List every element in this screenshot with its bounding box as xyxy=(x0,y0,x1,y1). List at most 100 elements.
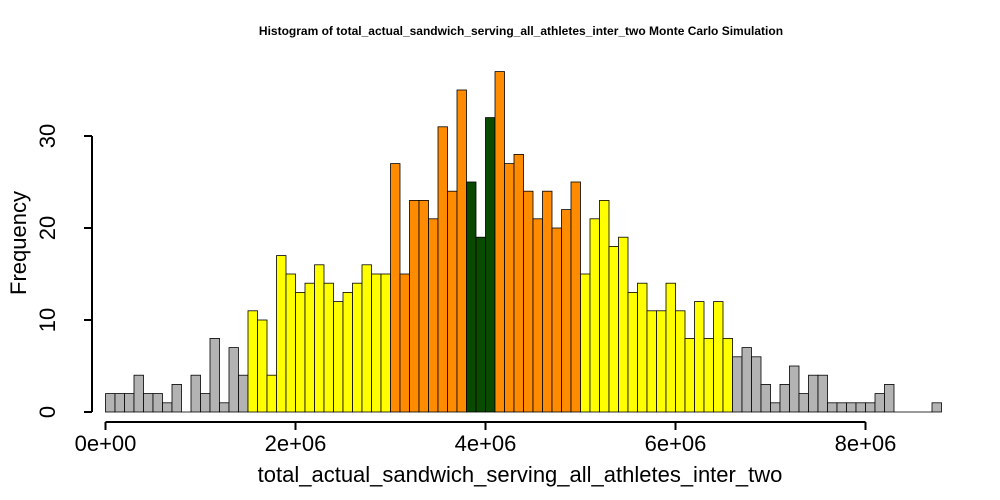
histogram-bar-58 xyxy=(656,310,667,413)
histogram-bar-48 xyxy=(561,209,572,413)
histogram-bar-73 xyxy=(798,393,809,413)
histogram-bar-0 xyxy=(105,393,116,413)
histogram-bar-16 xyxy=(257,319,268,413)
histogram-bar-63 xyxy=(703,337,714,413)
histogram-bar-38 xyxy=(466,181,477,413)
histogram-bar-57 xyxy=(646,310,657,413)
histogram-bar-15 xyxy=(247,310,258,413)
histogram-bar-82 xyxy=(884,383,895,413)
histogram-bar-32 xyxy=(409,199,420,413)
histogram-bar-14 xyxy=(238,374,249,413)
histogram-bar-29 xyxy=(380,273,391,413)
histogram-bar-25 xyxy=(342,291,353,413)
histogram-bar-6 xyxy=(162,402,173,413)
histogram-bar-18 xyxy=(276,255,287,413)
histogram-bar-79 xyxy=(855,402,866,413)
histogram-bar-17 xyxy=(266,374,277,413)
histogram-bar-81 xyxy=(874,393,885,413)
histogram-bar-74 xyxy=(808,374,819,413)
y-tick-label-1: 10 xyxy=(35,308,60,332)
histogram-bar-26 xyxy=(352,282,363,413)
histogram-bar-36 xyxy=(447,190,458,413)
histogram-bar-54 xyxy=(618,236,629,413)
histogram-bar-31 xyxy=(399,273,410,413)
histogram-bar-62 xyxy=(694,301,705,413)
y-tick-label-2: 20 xyxy=(35,216,60,240)
histogram-bar-23 xyxy=(323,282,334,413)
histogram-bar-72 xyxy=(789,365,800,413)
histogram-bar-51 xyxy=(589,218,600,413)
histogram-bar-87 xyxy=(931,402,942,413)
histogram-bar-78 xyxy=(846,402,857,413)
x-tick-label-1: 2e+06 xyxy=(265,431,327,456)
histogram-bar-43 xyxy=(513,153,524,413)
histogram-bar-41 xyxy=(494,71,505,413)
histogram-bar-76 xyxy=(827,402,838,413)
histogram-bar-55 xyxy=(627,291,638,413)
histogram-bar-27 xyxy=(361,264,372,413)
histogram-bar-56 xyxy=(637,282,648,413)
histogram-bar-69 xyxy=(760,383,771,413)
histogram-bar-9 xyxy=(190,374,201,413)
bars-group xyxy=(105,71,942,413)
y-tick-label-0: 0 xyxy=(35,406,60,418)
histogram-bar-4 xyxy=(143,393,154,413)
histogram-bar-71 xyxy=(779,383,790,413)
x-ticks-group: 0e+00 2e+06 4e+06 6e+06 8e+06 xyxy=(75,422,897,456)
histogram-bar-52 xyxy=(599,199,610,413)
histogram-bar-28 xyxy=(371,273,382,413)
histogram-bar-65 xyxy=(722,337,733,413)
histogram-bar-7 xyxy=(171,383,182,413)
histogram-bar-70 xyxy=(770,402,781,413)
histogram-bar-24 xyxy=(333,301,344,413)
histogram-bar-20 xyxy=(295,291,306,413)
x-tick-label-0: 0e+00 xyxy=(75,431,137,456)
histogram-bar-10 xyxy=(200,393,211,413)
histogram-bar-11 xyxy=(209,337,220,413)
histogram-bar-37 xyxy=(456,89,467,413)
histogram-bar-59 xyxy=(665,282,676,413)
x-tick-label-4: 8e+06 xyxy=(835,431,897,456)
histogram-bar-46 xyxy=(542,190,553,413)
histogram-bar-34 xyxy=(428,218,439,413)
histogram-bar-30 xyxy=(390,163,401,413)
histogram-bar-60 xyxy=(675,310,686,413)
histogram-bar-49 xyxy=(570,181,581,413)
histogram-bar-5 xyxy=(152,393,163,413)
histogram-bar-35 xyxy=(437,126,448,413)
histogram-bar-77 xyxy=(836,402,847,413)
y-ticks-group: 0 10 20 30 xyxy=(35,124,92,418)
histogram-bar-66 xyxy=(732,356,743,413)
histogram-bar-44 xyxy=(523,190,534,413)
chart-title: Histogram of total_actual_sandwich_servi… xyxy=(259,24,783,38)
x-tick-label-2: 4e+06 xyxy=(455,431,517,456)
histogram-bar-53 xyxy=(608,245,619,413)
histogram-bar-19 xyxy=(285,273,296,413)
histogram-bar-33 xyxy=(418,199,429,413)
histogram-bar-50 xyxy=(580,273,591,413)
histogram-bar-22 xyxy=(314,264,325,413)
histogram-bar-40 xyxy=(485,117,496,413)
histogram-bar-3 xyxy=(133,374,144,413)
histogram-bar-61 xyxy=(684,337,695,413)
x-tick-label-3: 6e+06 xyxy=(645,431,707,456)
histogram-bar-68 xyxy=(751,356,762,413)
y-axis-label: Frequency xyxy=(6,191,31,295)
histogram-bar-39 xyxy=(475,236,486,413)
histogram-bar-47 xyxy=(551,227,562,413)
histogram-bar-45 xyxy=(532,218,543,413)
histogram-bar-80 xyxy=(865,402,876,413)
histogram-bar-21 xyxy=(304,282,315,413)
histogram-bar-64 xyxy=(713,301,724,413)
histogram-bar-1 xyxy=(114,393,125,413)
x-axis-label: total_actual_sandwich_serving_all_athlet… xyxy=(258,462,783,487)
histogram-bar-67 xyxy=(741,347,752,413)
histogram-bar-2 xyxy=(124,393,135,413)
histogram-bar-75 xyxy=(817,374,828,413)
histogram-bar-12 xyxy=(219,402,230,413)
y-tick-label-3: 30 xyxy=(35,124,60,148)
histogram-bar-42 xyxy=(504,163,515,413)
histogram-bar-13 xyxy=(228,347,239,413)
